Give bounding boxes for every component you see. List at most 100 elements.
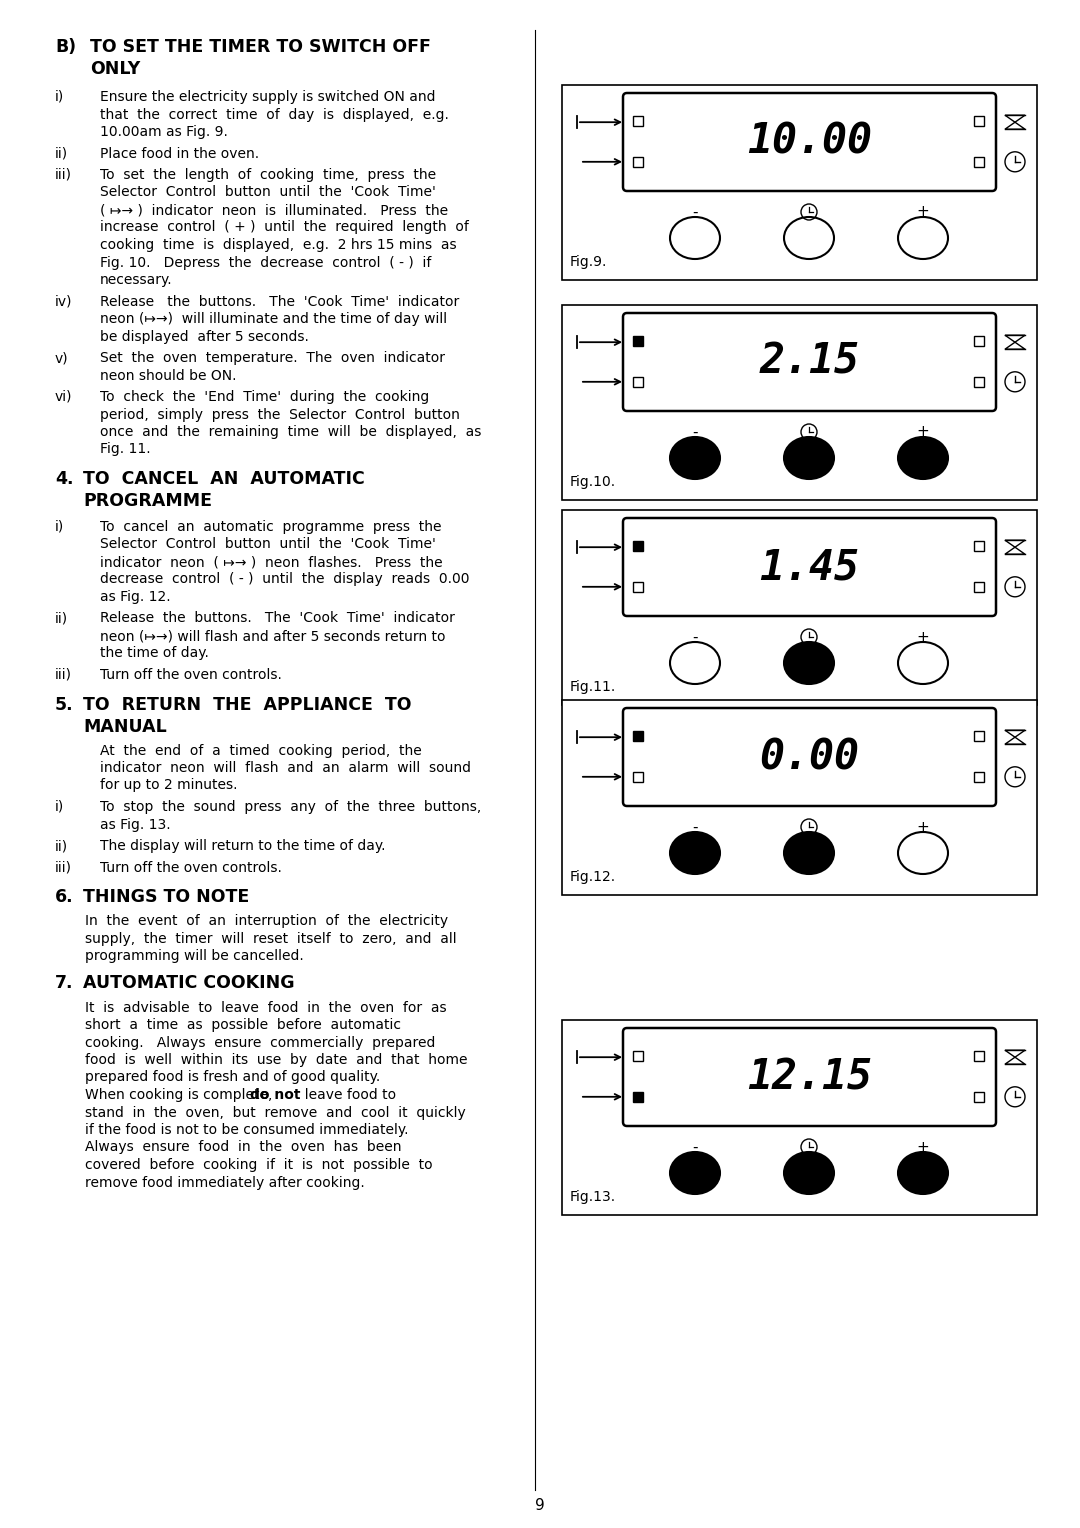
Bar (562, 86, 1037, 280)
Text: iii): iii) (55, 668, 72, 681)
Ellipse shape (784, 642, 834, 685)
Text: ( ↦→ )  indicator  neon  is  illuminated.   Press  the: ( ↦→ ) indicator neon is illuminated. Pr… (100, 203, 448, 217)
Bar (562, 306, 1037, 500)
Bar (633, 541, 643, 550)
Text: ONLY: ONLY (90, 60, 140, 78)
Ellipse shape (670, 437, 720, 478)
Text: MANUAL: MANUAL (83, 718, 166, 735)
Bar (974, 377, 984, 387)
Text: food  is  well  within  its  use  by  date  and  that  home: food is well within its use by date and … (85, 1053, 468, 1067)
Text: 4.: 4. (55, 471, 73, 487)
Text: v): v) (55, 351, 69, 365)
Text: +: + (917, 425, 930, 440)
Text: TO  RETURN  THE  APPLIANCE  TO: TO RETURN THE APPLIANCE TO (83, 695, 411, 714)
Ellipse shape (897, 1152, 948, 1193)
Text: 5.: 5. (55, 695, 73, 714)
Text: +: + (917, 819, 930, 834)
FancyBboxPatch shape (623, 93, 996, 191)
Text: To  check  the  'End  Time'  during  the  cooking: To check the 'End Time' during the cooki… (100, 390, 429, 403)
Text: Release  the  buttons.   The  'Cook  Time'  indicator: Release the buttons. The 'Cook Time' ind… (100, 611, 455, 625)
Text: supply,  the  timer  will  reset  itself  to  zero,  and  all: supply, the timer will reset itself to z… (85, 932, 457, 946)
FancyBboxPatch shape (623, 313, 996, 411)
Text: covered  before  cooking  if  it  is  not  possible  to: covered before cooking if it is not poss… (85, 1158, 433, 1172)
Text: Selector  Control  button  until  the  'Cook  Time': Selector Control button until the 'Cook … (100, 538, 436, 552)
Text: 10.00am as Fig. 9.: 10.00am as Fig. 9. (100, 125, 228, 139)
Text: 10.00: 10.00 (747, 121, 872, 163)
Text: -: - (692, 205, 698, 220)
Text: THINGS TO NOTE: THINGS TO NOTE (83, 888, 249, 906)
Text: To  stop  the  sound  press  any  of  the  three  buttons,: To stop the sound press any of the three… (100, 801, 482, 814)
Text: 0.00: 0.00 (759, 736, 860, 778)
Bar (633, 336, 643, 345)
Text: Turn off the oven controls.: Turn off the oven controls. (100, 860, 282, 874)
Text: i): i) (55, 801, 64, 814)
Text: neon should be ON.: neon should be ON. (100, 368, 237, 382)
Text: increase  control  ( + )  until  the  required  length  of: increase control ( + ) until the require… (100, 220, 469, 234)
Ellipse shape (897, 833, 948, 874)
Text: 1.45: 1.45 (759, 545, 860, 588)
Bar (974, 157, 984, 167)
Text: iv): iv) (55, 295, 72, 309)
Text: TO SET THE TIMER TO SWITCH OFF: TO SET THE TIMER TO SWITCH OFF (90, 38, 431, 57)
Ellipse shape (897, 642, 948, 685)
Bar (633, 1051, 643, 1060)
Text: short  a  time  as  possible  before  automatic: short a time as possible before automati… (85, 1018, 401, 1031)
Text: ii): ii) (55, 611, 68, 625)
Bar (633, 116, 643, 125)
Text: prepared food is fresh and of good quality.: prepared food is fresh and of good quali… (85, 1071, 380, 1085)
Ellipse shape (784, 217, 834, 260)
Bar (633, 377, 643, 387)
Text: i): i) (55, 90, 64, 104)
Bar (974, 541, 984, 550)
Ellipse shape (897, 217, 948, 260)
Text: +: + (917, 630, 930, 645)
Bar (562, 510, 1037, 704)
Text: stand  in  the  oven,  but  remove  and  cool  it  quickly: stand in the oven, but remove and cool i… (85, 1105, 465, 1120)
Text: indicator  neon  ( ↦→ )  neon  flashes.   Press  the: indicator neon ( ↦→ ) neon flashes. Pres… (100, 555, 443, 568)
Text: indicator  neon  will  flash  and  an  alarm  will  sound: indicator neon will flash and an alarm w… (100, 761, 471, 775)
Text: Fig.10.: Fig.10. (570, 475, 616, 489)
Bar (633, 157, 643, 167)
Text: Fig.11.: Fig.11. (570, 680, 617, 694)
Text: 6.: 6. (55, 888, 73, 906)
Text: +: + (917, 205, 930, 220)
Ellipse shape (670, 217, 720, 260)
Text: -: - (692, 1140, 698, 1155)
Text: B): B) (55, 38, 76, 57)
Text: It  is  advisable  to  leave  food  in  the  oven  for  as: It is advisable to leave food in the ove… (85, 1001, 447, 1015)
Text: PROGRAMME: PROGRAMME (83, 492, 212, 510)
Text: programming will be cancelled.: programming will be cancelled. (85, 949, 303, 963)
Text: Fig. 10.   Depress  the  decrease  control  ( - )  if: Fig. 10. Depress the decrease control ( … (100, 255, 431, 269)
Text: ii): ii) (55, 147, 68, 160)
Text: Turn off the oven controls.: Turn off the oven controls. (100, 668, 282, 681)
Text: cooking.   Always  ensure  commercially  prepared: cooking. Always ensure commercially prep… (85, 1036, 435, 1050)
Text: for up to 2 minutes.: for up to 2 minutes. (100, 778, 238, 793)
FancyBboxPatch shape (623, 518, 996, 616)
Text: -: - (692, 630, 698, 645)
Text: Fig. 11.: Fig. 11. (100, 443, 150, 457)
Text: Release   the  buttons.   The  'Cook  Time'  indicator: Release the buttons. The 'Cook Time' ind… (100, 295, 459, 309)
Text: The display will return to the time of day.: The display will return to the time of d… (100, 839, 386, 853)
Bar (974, 116, 984, 125)
Text: Fig.12.: Fig.12. (570, 869, 616, 885)
Bar (562, 1021, 1037, 1215)
Text: Set  the  oven  temperature.  The  oven  indicator: Set the oven temperature. The oven indic… (100, 351, 445, 365)
Text: -: - (692, 819, 698, 834)
Text: neon (↦→) will flash and after 5 seconds return to: neon (↦→) will flash and after 5 seconds… (100, 630, 446, 643)
Text: 12.15: 12.15 (747, 1056, 872, 1099)
Text: -: - (692, 425, 698, 440)
Text: When cooking is complete,: When cooking is complete, (85, 1088, 276, 1102)
Text: Always  ensure  food  in  the  oven  has  been: Always ensure food in the oven has been (85, 1140, 402, 1155)
Text: once  and  the  remaining  time  will  be  displayed,  as: once and the remaining time will be disp… (100, 425, 482, 439)
Bar (974, 1093, 984, 1102)
Text: as Fig. 12.: as Fig. 12. (100, 590, 171, 604)
Text: necessary.: necessary. (100, 274, 173, 287)
Text: To  cancel  an  automatic  programme  press  the: To cancel an automatic programme press t… (100, 520, 442, 533)
Bar (562, 700, 1037, 895)
Text: +: + (917, 1140, 930, 1155)
Bar (974, 772, 984, 782)
Text: Fig.9.: Fig.9. (570, 255, 607, 269)
Text: remove food immediately after cooking.: remove food immediately after cooking. (85, 1175, 365, 1189)
Text: period,  simply  press  the  Selector  Control  button: period, simply press the Selector Contro… (100, 408, 460, 422)
Ellipse shape (784, 437, 834, 478)
